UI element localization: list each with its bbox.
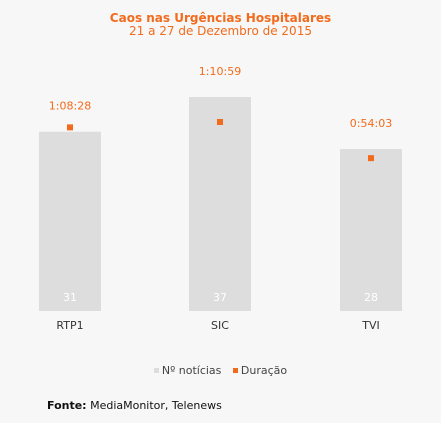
duration-label-rtp1: 1:08:28: [49, 100, 91, 113]
x-tick-label-sic: SIC: [211, 319, 229, 332]
chart-subtitle: 21 a 27 de Dezembro de 2015: [129, 24, 312, 38]
bar-sic: [189, 97, 251, 311]
legend-item-duracao[interactable]: Duração: [232, 364, 288, 377]
source-label: Fonte:: [47, 399, 87, 412]
bar-tvi: [340, 149, 402, 311]
source-note: Fonte: MediaMonitor, Telenews: [47, 399, 222, 412]
legend-label-duracao: Duração: [240, 364, 288, 377]
legend-swatch-noticias: [153, 367, 159, 373]
chart-legend: Nº notícias Duração: [0, 364, 441, 377]
x-tick-label-tvi: TVI: [361, 319, 380, 332]
chart-title: Caos nas Urgências Hospitalares: [109, 11, 332, 25]
bar-value-label-rtp1: 31: [63, 291, 77, 304]
legend-item-noticias[interactable]: Nº notícias: [153, 364, 222, 377]
bar-value-label-tvi: 28: [364, 291, 378, 304]
source-text: MediaMonitor, Telenews: [86, 399, 222, 412]
duration-point-rtp1: [67, 124, 73, 131]
legend-swatch-duracao: [232, 367, 238, 373]
duration-point-sic: [217, 119, 223, 125]
duration-label-tvi: 0:54:03: [350, 117, 392, 130]
bar-value-label-sic: 37: [213, 291, 227, 304]
duration-label-sic: 1:10:59: [199, 65, 241, 78]
duration-point-tvi: [368, 155, 374, 162]
bar-rtp1: [39, 131, 101, 311]
legend-label-noticias: Nº notícias: [161, 364, 222, 377]
x-tick-label-rtp1: RTP1: [56, 319, 83, 332]
